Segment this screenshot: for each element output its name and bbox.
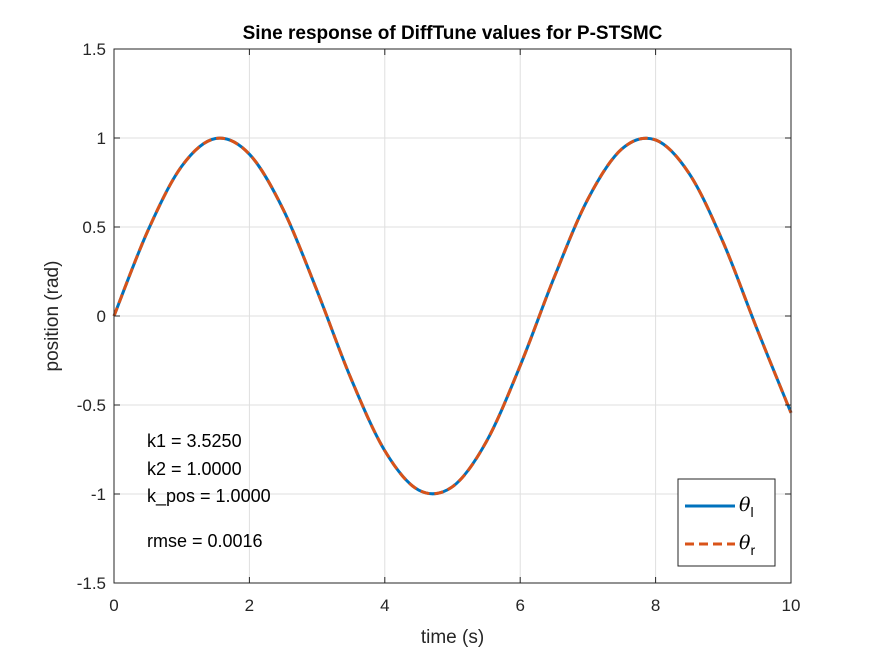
chart-title: Sine response of DiffTune values for P-S… (243, 23, 663, 44)
annotation-k1: k1 = 3.5250 (147, 431, 242, 451)
y-tick-label: 0.5 (82, 218, 106, 237)
tick-marks (113, 48, 792, 584)
legend-box (677, 478, 776, 567)
legend-entry-theta-r: θr (739, 532, 755, 558)
y-tick-label: -1.5 (77, 574, 106, 593)
x-tick-label: 4 (380, 596, 389, 615)
legend: θl θr (677, 478, 776, 567)
x-axis-label: time (s) (421, 627, 484, 648)
y-tick-label: 0 (97, 307, 106, 326)
tick-labels: 0 2 4 6 8 10 -1.5 -1 -0.5 0 0.5 1 1.5 (77, 40, 801, 615)
x-tick-label: 6 (515, 596, 524, 615)
x-tick-label: 10 (782, 596, 801, 615)
series-layer (112, 136, 793, 496)
y-tick-label: 1.5 (82, 40, 106, 59)
parameter-annotations: k1 = 3.5250 k2 = 1.0000 k_pos = 1.0000 r… (147, 431, 271, 551)
annotation-rmse: rmse = 0.0016 (147, 531, 263, 551)
x-tick-label: 2 (245, 596, 254, 615)
annotation-k-pos: k_pos = 1.0000 (147, 486, 271, 507)
series-line-theta-r (112, 136, 793, 496)
y-tick-label: -1 (91, 485, 106, 504)
legend-entry-theta-l: θl (739, 494, 754, 520)
x-tick-label: 0 (109, 596, 118, 615)
y-axis-label: position (rad) (42, 261, 63, 372)
annotation-k2: k2 = 1.0000 (147, 459, 242, 479)
y-tick-label: 1 (97, 129, 106, 148)
x-tick-label: 8 (651, 596, 660, 615)
y-tick-label: -0.5 (77, 396, 106, 415)
